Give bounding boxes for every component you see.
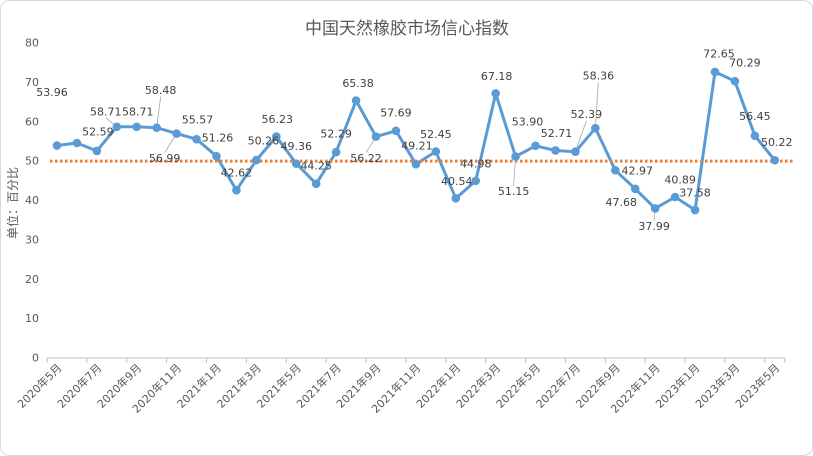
data-label: 58.36 (583, 70, 615, 83)
data-point (311, 179, 321, 189)
data-point (192, 134, 201, 144)
data-label-leader-line (513, 160, 516, 186)
data-label: 52.59 (82, 125, 114, 138)
data-point (431, 147, 441, 156)
data-label-leader-line (105, 117, 114, 125)
data-point (411, 159, 421, 169)
data-label: 53.90 (512, 115, 544, 128)
data-label-leader-line (576, 120, 587, 149)
data-point (531, 141, 540, 151)
y-tick-label: 60 (25, 115, 39, 128)
data-label: 52.29 (320, 128, 352, 141)
data-point (72, 138, 82, 148)
data-point (451, 194, 461, 203)
data-label: 51.15 (498, 185, 530, 198)
data-label-leader-line (365, 139, 375, 153)
y-tick-label: 0 (32, 352, 39, 365)
data-label: 53.96 (36, 86, 68, 99)
data-label: 57.69 (380, 106, 412, 119)
data-label-leader-line (164, 136, 175, 153)
data-label: 42.97 (621, 164, 653, 177)
y-axis-title: 单位：百分比 (5, 167, 20, 239)
y-tick-label: 40 (25, 194, 39, 207)
data-label: 72.65 (703, 47, 735, 60)
data-point (591, 123, 600, 133)
data-label: 56.22 (350, 152, 382, 165)
data-point (92, 146, 102, 156)
data-point (391, 126, 401, 136)
data-label: 56.23 (262, 113, 294, 126)
data-label: 49.21 (401, 140, 433, 153)
y-tick-label: 80 (25, 37, 39, 50)
y-tick-label: 20 (25, 273, 39, 286)
data-label: 44.98 (460, 157, 492, 170)
data-label: 37.99 (638, 220, 670, 233)
data-point (112, 122, 122, 132)
data-point (571, 147, 580, 157)
data-point (132, 122, 142, 132)
data-label: 56.45 (739, 110, 771, 123)
data-label: 67.18 (481, 70, 513, 83)
data-label: 58.71 (90, 105, 122, 118)
y-tick-label: 30 (25, 233, 39, 246)
data-label: 70.29 (729, 57, 761, 70)
data-label: 51.26 (202, 132, 234, 145)
data-point (232, 185, 241, 195)
data-label: 52.71 (541, 127, 573, 140)
data-point (491, 89, 500, 98)
data-point (252, 155, 261, 165)
data-point (750, 131, 760, 141)
data-label: 42.62 (221, 167, 253, 180)
data-label: 40.89 (664, 173, 696, 186)
data-label: 44.25 (300, 159, 332, 172)
data-point (152, 123, 161, 133)
data-point (52, 141, 62, 150)
data-point (511, 152, 520, 161)
data-points (52, 67, 780, 215)
data-point (630, 184, 640, 194)
data-point (730, 76, 740, 86)
data-label: 50.22 (761, 136, 793, 149)
data-label: 58.48 (145, 84, 177, 97)
data-point (331, 147, 341, 157)
data-label: 40.54 (441, 175, 473, 188)
data-label-leader-line (653, 212, 656, 221)
data-label: 52.39 (571, 108, 603, 121)
data-label-leader-line (156, 96, 162, 124)
data-point (172, 129, 181, 138)
data-label: 50.26 (248, 135, 280, 148)
data-label: 37.58 (679, 187, 711, 200)
data-point (670, 192, 680, 202)
data-labels: 53.96 52.59 58.71 58.71 58.48 56.99 55.57 51.26… (36, 47, 792, 232)
data-label: 55.57 (182, 114, 214, 127)
data-label: 52.45 (420, 128, 452, 141)
y-tick-label: 70 (25, 76, 39, 89)
data-label: 58.71 (122, 105, 154, 118)
y-tick-label: 10 (25, 312, 39, 325)
data-point (770, 155, 780, 165)
data-point (272, 132, 281, 141)
y-axis-tick-labels: 0 10 20 30 40 50 60 70 80 (25, 37, 39, 365)
data-point (471, 176, 481, 186)
data-label: 65.38 (342, 77, 374, 90)
data-point (710, 67, 720, 77)
data-point (690, 205, 700, 215)
data-point (212, 151, 221, 161)
data-point (650, 204, 660, 213)
data-point (610, 165, 620, 175)
data-point (371, 132, 381, 141)
data-point (351, 96, 361, 105)
data-label: 47.68 (606, 196, 638, 209)
data-label-leader-line (595, 82, 599, 125)
data-label: 49.36 (281, 140, 313, 153)
y-tick-label: 50 (25, 155, 39, 168)
data-point (291, 159, 301, 168)
chart-title: 中国天然橡胶市场信心指数 (305, 19, 509, 39)
data-point (551, 146, 560, 155)
data-label: 56.99 (149, 152, 181, 165)
